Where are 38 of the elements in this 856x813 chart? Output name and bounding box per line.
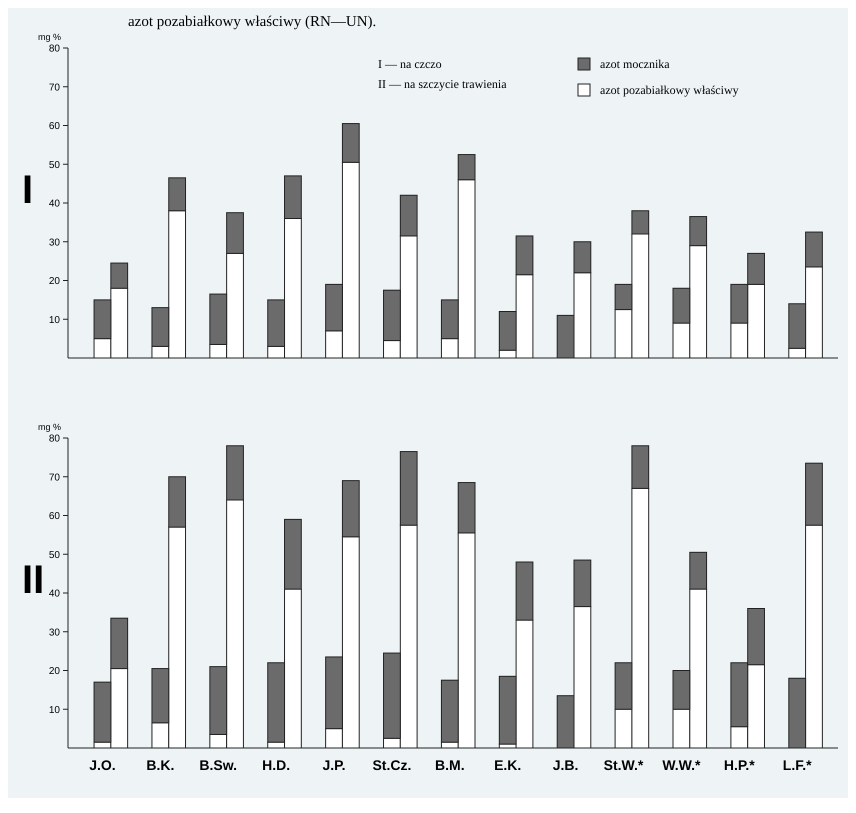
legend-label: azot mocznika [600, 57, 670, 71]
y-axis-title: mg % [38, 422, 62, 432]
x-tick-label: J.P. [322, 757, 346, 773]
y-tick-label: 80 [48, 44, 60, 54]
x-tick-label: E.K. [494, 757, 522, 773]
y-tick-label: 60 [48, 121, 60, 132]
y-tick-label: 40 [48, 588, 60, 600]
y-tick-label: 30 [48, 237, 60, 248]
x-tick-label: H.P.* [724, 757, 756, 773]
x-tick-label: B.K. [146, 757, 174, 773]
y-tick-label: 70 [48, 82, 60, 94]
y-tick-label: 30 [48, 627, 60, 638]
y-tick-label: 70 [48, 472, 60, 484]
text: II [22, 558, 44, 602]
y-tick-label: 50 [48, 160, 60, 171]
x-tick-label: St.W.* [604, 757, 644, 773]
y-tick-label: 10 [48, 314, 60, 326]
annotation: II — na szczycie trawienia [378, 77, 508, 91]
legend-label: azot pozabiałkowy właściwy [600, 83, 739, 97]
text: I [22, 168, 34, 212]
text: azot pozabiałkowy właściwy (RN—UN). [128, 14, 376, 30]
y-tick-label: 50 [48, 550, 60, 561]
y-tick-label: 10 [48, 704, 60, 716]
y-tick-label: 60 [48, 511, 60, 522]
x-tick-label: B.M. [435, 757, 465, 773]
x-tick-label: B.Sw. [199, 757, 238, 773]
y-tick-label: 40 [48, 198, 60, 210]
x-tick-label: St.Cz. [372, 757, 412, 773]
y-tick-label: 20 [48, 666, 60, 677]
x-tick-label: J.O. [89, 757, 116, 773]
y-axis-title: mg % [38, 32, 62, 42]
x-tick-label: H.D. [262, 757, 290, 773]
annotation: I — na czczo [378, 57, 442, 71]
y-tick-label: 80 [48, 434, 60, 444]
x-tick-label: J.B. [552, 757, 578, 773]
x-tick-label: L.F.* [782, 757, 812, 773]
x-tick-label: W.W.* [662, 757, 701, 773]
y-tick-label: 20 [48, 276, 60, 287]
